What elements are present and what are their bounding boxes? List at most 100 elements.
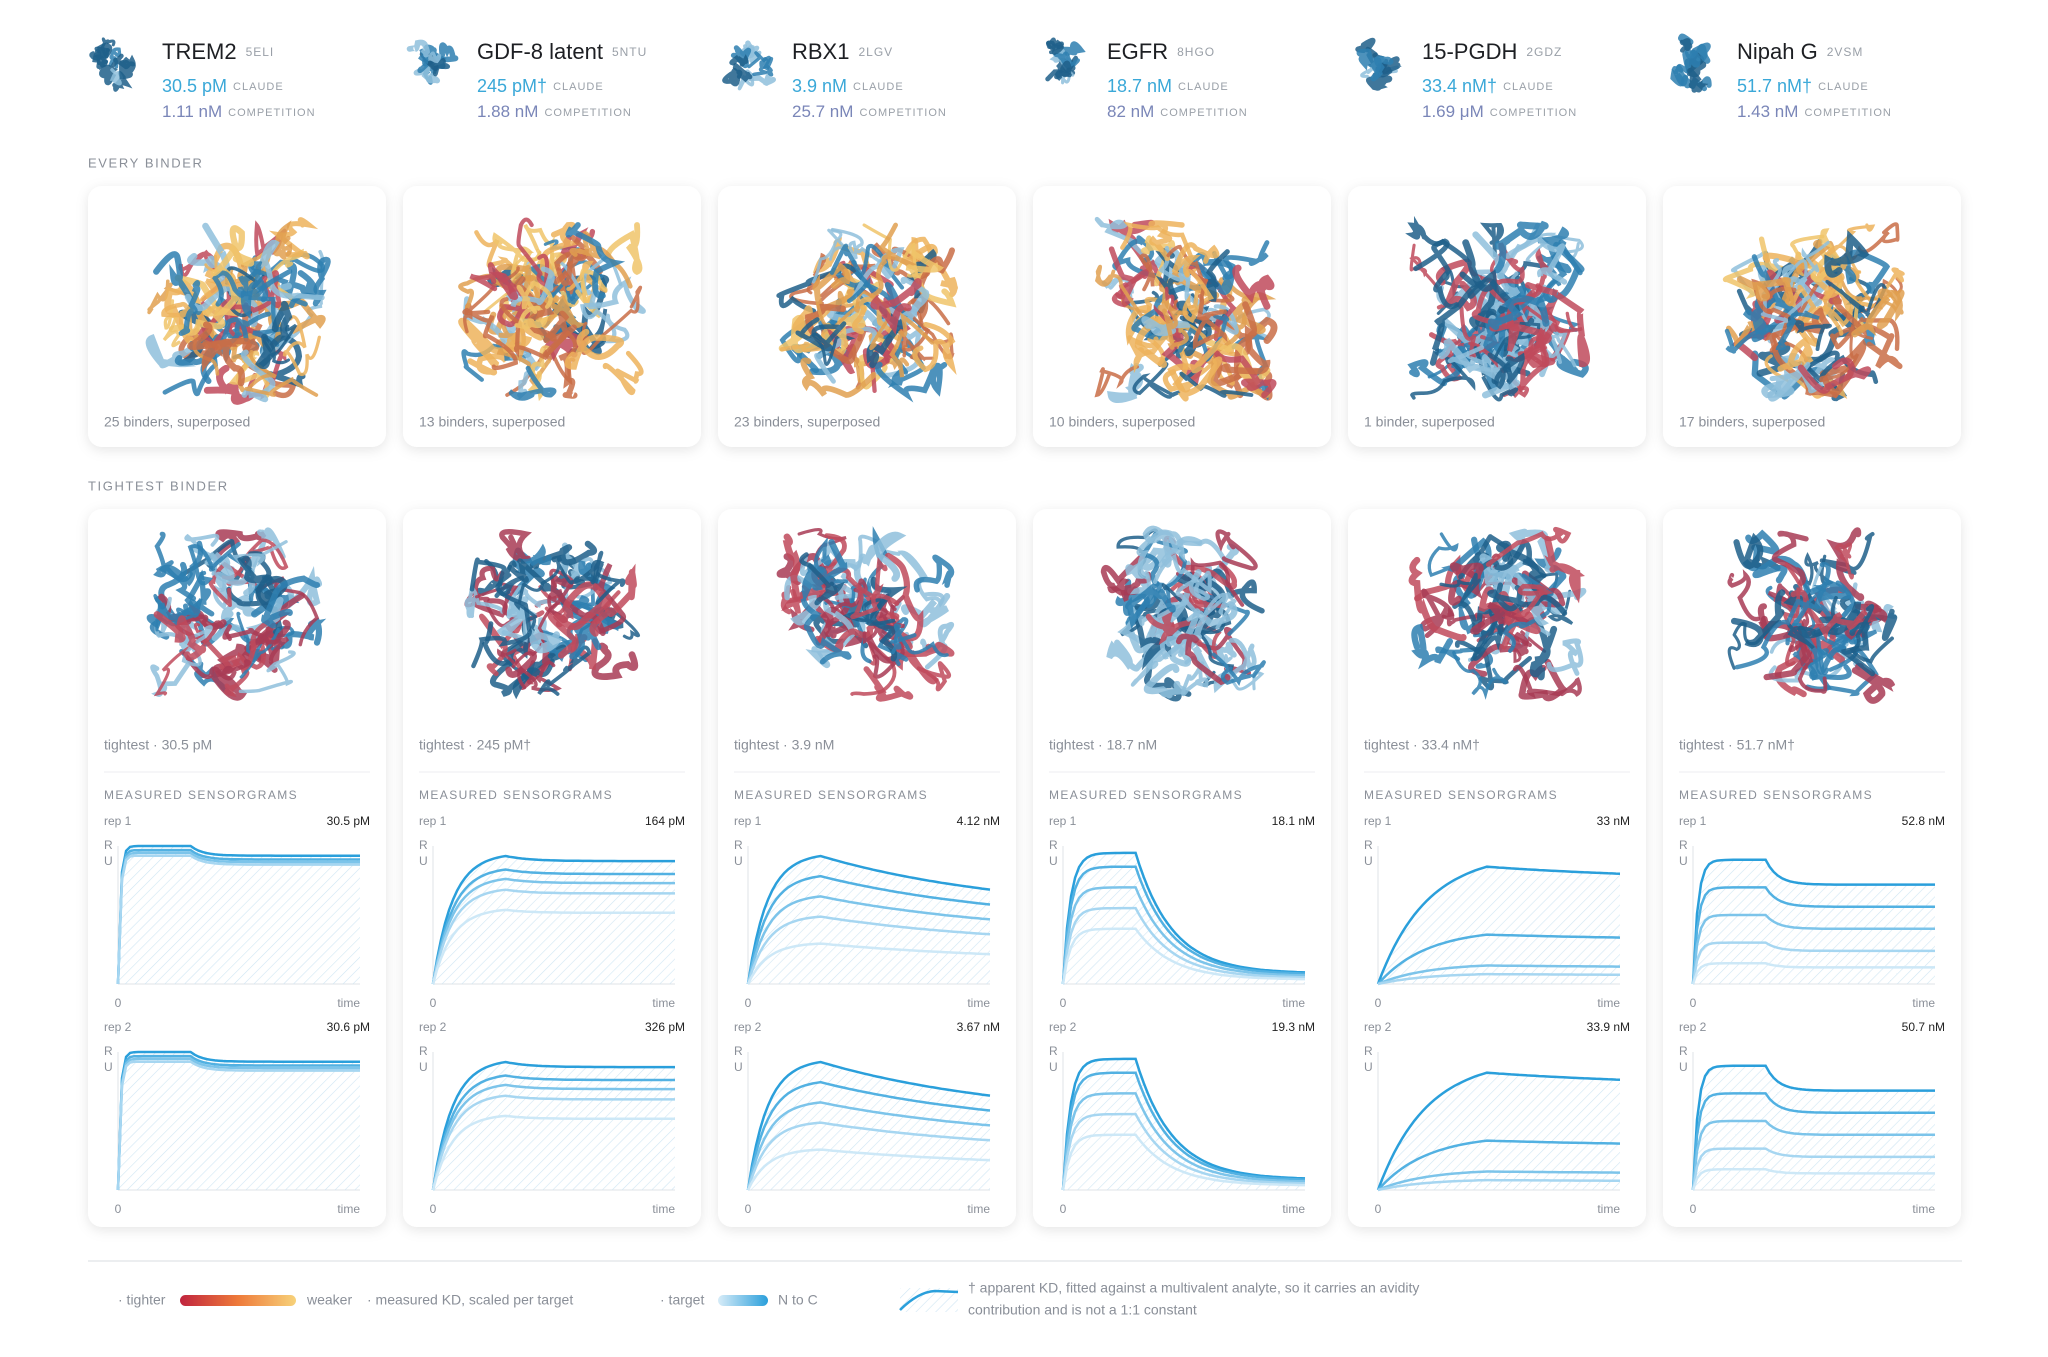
structure-strand [1046, 40, 1064, 55]
plot-rep: rep 1 [1364, 814, 1392, 828]
structure-strand [1202, 591, 1237, 630]
structure-strand [112, 71, 133, 92]
structure-strand [1370, 55, 1394, 82]
structure-strand [1513, 583, 1554, 618]
structure-strand [1125, 580, 1176, 629]
kd-value: 30.5 pM [162, 76, 227, 96]
kd-value: 3.9 nM [792, 76, 847, 96]
structure-strand [1175, 576, 1210, 624]
plot-kd: 30.5 pM [327, 814, 370, 828]
structure-strand [1211, 240, 1270, 280]
sensorgram-curve [116, 851, 360, 985]
structure-strand [520, 543, 552, 566]
structure-strand [255, 300, 293, 370]
structure-strand [795, 317, 847, 352]
axis-label: U [1049, 1060, 1058, 1074]
structure-strand [1479, 222, 1504, 258]
plot-rep: rep 2 [734, 1020, 762, 1034]
axis-label: R [104, 1044, 113, 1058]
structure-strand [462, 307, 518, 371]
structure-strand [752, 56, 774, 77]
plot-rep: rep 1 [1049, 814, 1077, 828]
structure-strand [1470, 602, 1523, 662]
structure-strand [1682, 49, 1701, 69]
sensorgram-curve [1377, 972, 1620, 986]
section-label: MEASURED SENSORGRAMS [1049, 788, 1243, 802]
card [1663, 509, 1961, 1227]
card-caption: tightest · 18.7 nM [1049, 737, 1157, 753]
structure-strand [211, 225, 255, 277]
sensorgram-curve [431, 877, 675, 985]
axis-label: R [104, 838, 113, 852]
plot-hatch [1693, 859, 1935, 984]
structure-strand [729, 54, 749, 67]
card-caption: 13 binders, superposed [419, 414, 565, 430]
axis-label: time [652, 1202, 675, 1216]
legend-label: N to C [778, 1292, 818, 1308]
structure-strand [1145, 605, 1191, 646]
structure-strand [1546, 638, 1584, 676]
structure-strand [1094, 364, 1140, 398]
kd-value: 18.7 nM [1107, 76, 1172, 96]
axis-label: U [104, 1060, 113, 1074]
structure-strand [1167, 336, 1227, 402]
sensorgram-curve [746, 874, 991, 985]
plot-hatch [1378, 866, 1620, 984]
sensorgram-curve [116, 854, 360, 985]
structure-strand [201, 620, 270, 671]
axis-label: U [1049, 854, 1058, 868]
axis-label: U [1679, 854, 1688, 868]
card-caption: 10 binders, superposed [1049, 414, 1195, 430]
structure-strand [93, 46, 111, 68]
structure-strand [1179, 366, 1254, 398]
kd-source: COMPETITION [228, 107, 315, 119]
sensorgram-curve [1061, 1071, 1306, 1191]
sensorgram-curve [1376, 1071, 1621, 1191]
structure-strand [842, 596, 896, 626]
structure-strand [1767, 361, 1811, 402]
competition-kd: 1.11 nM COMPETITION [162, 102, 316, 121]
sensorgram-curve [1691, 1168, 1935, 1191]
structure-strand [913, 554, 955, 593]
structure-strand [1490, 317, 1541, 365]
card [1033, 509, 1331, 1227]
structure-strand [1487, 352, 1525, 390]
structure-strand [244, 349, 319, 397]
structure-strand [280, 617, 327, 649]
structure-strand [219, 652, 250, 698]
structure-strand [282, 315, 321, 377]
sensorgram-curve [746, 854, 991, 985]
structure-strand [182, 651, 251, 681]
structure-strand [1411, 623, 1454, 670]
structure-strand [1107, 571, 1152, 602]
target-title: GDF-8 latent 5NTU [477, 39, 647, 64]
structure-strand [153, 622, 204, 697]
structure-strand [1427, 532, 1459, 578]
structure-strand [1192, 293, 1228, 350]
structure-strand [800, 357, 877, 398]
sensorgram-curve [1377, 1170, 1620, 1192]
structure-strand [553, 581, 612, 631]
structure-strand [1210, 316, 1278, 387]
structure-strand [889, 311, 935, 378]
structure-strand [492, 232, 542, 282]
legend-gradient [180, 1295, 296, 1306]
structure-strand [1679, 38, 1693, 53]
structure-strand [146, 598, 201, 630]
sensorgram-curve [116, 1054, 360, 1191]
pdb-id: 2GDZ [1526, 45, 1562, 59]
competition-kd: 82 nM COMPETITION [1107, 102, 1248, 121]
kd-value: 1.69 μM [1422, 102, 1484, 121]
sensorgram-curve [431, 1074, 675, 1191]
structure-strand [1504, 234, 1568, 285]
structure-strand [187, 321, 246, 387]
pdb-id: 5NTU [612, 45, 647, 59]
structure-strand [261, 575, 321, 629]
competition-kd: 1.69 μM COMPETITION [1422, 102, 1577, 121]
structure-strand [1493, 220, 1549, 274]
structure-strand [257, 239, 325, 301]
structure-strand [1544, 535, 1585, 604]
sensorgram-curve [1061, 906, 1306, 985]
structure-strand [512, 653, 562, 700]
card-caption: tightest · 33.4 nM† [1364, 737, 1480, 753]
